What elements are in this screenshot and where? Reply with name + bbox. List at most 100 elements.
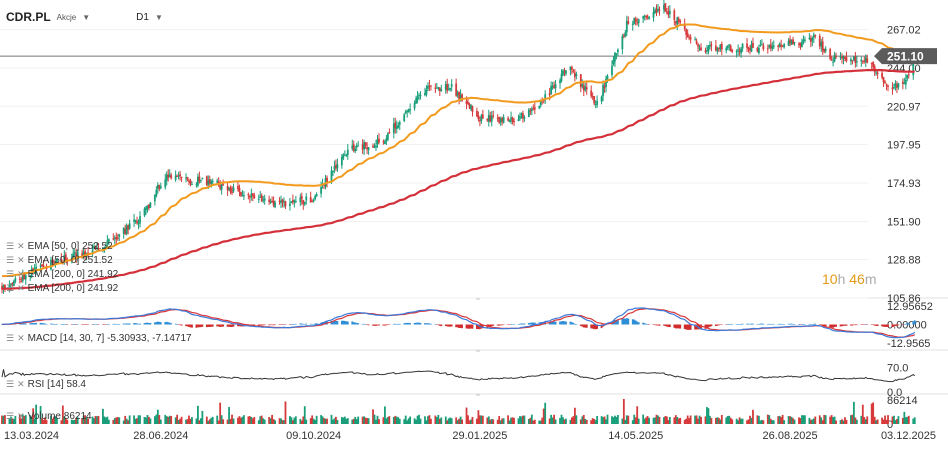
macd-histogram-bar xyxy=(413,322,416,325)
candle-body xyxy=(508,119,511,123)
volume-bar xyxy=(241,416,244,424)
volume-bar xyxy=(873,416,876,424)
settings-icon[interactable]: ☰ xyxy=(6,379,15,389)
macd-histogram-bar xyxy=(409,323,412,325)
volume-bar xyxy=(823,414,826,424)
macd-histogram-bar xyxy=(425,323,428,325)
candle-body xyxy=(738,51,741,53)
macd-histogram-bar xyxy=(372,324,374,326)
volume-bar xyxy=(430,418,432,424)
symbol-label[interactable]: CDR.PL xyxy=(6,10,51,24)
close-icon[interactable]: ✕ xyxy=(17,379,25,389)
candle-body xyxy=(622,35,625,37)
legend-macd[interactable]: ☰ ✕ MACD [14, 30, 7] -5.30933, -7.14717 xyxy=(6,333,192,344)
close-icon[interactable]: ✕ xyxy=(17,283,25,293)
volume-bar xyxy=(384,406,386,424)
volume-bar xyxy=(107,419,110,424)
macd-histogram-bar xyxy=(513,324,515,325)
candle-body xyxy=(854,56,857,63)
volume-bar xyxy=(416,415,419,424)
settings-icon[interactable]: ☰ xyxy=(6,241,15,251)
settings-icon[interactable]: ☰ xyxy=(6,255,15,265)
close-icon[interactable]: ✕ xyxy=(17,255,25,265)
macd-histogram-bar xyxy=(896,324,898,326)
macd-histogram-bar xyxy=(637,322,640,325)
macd-histogram-bar xyxy=(492,324,495,326)
close-icon[interactable]: ✕ xyxy=(17,411,25,421)
volume-bar xyxy=(50,415,52,424)
legend-ema200-a[interactable]: ☰ ✕ EMA [200, 0] 241.92 xyxy=(6,269,118,280)
macd-histogram-bar xyxy=(164,322,167,325)
interval-dropdown-icon[interactable]: ▼ xyxy=(154,12,163,22)
macd-histogram-bar xyxy=(332,320,334,325)
volume-bar xyxy=(243,415,245,424)
market-dropdown-icon[interactable]: ▼ xyxy=(82,12,91,22)
volume-bar xyxy=(726,416,729,424)
macd-histogram-bar xyxy=(581,324,584,327)
candle-body xyxy=(361,144,364,150)
macd-histogram-bar xyxy=(139,323,141,325)
candle-body xyxy=(548,93,551,96)
macd-histogram-bar xyxy=(575,324,578,325)
legend-ema50-a[interactable]: ☰ ✕ EMA [50, 0] 252.52 xyxy=(6,241,113,252)
candle-body xyxy=(741,43,744,49)
legend-text: MACD [14, 30, 7] -5.30933, -7.14717 xyxy=(27,333,192,344)
candle-body xyxy=(752,42,754,48)
macd-histogram-bar xyxy=(404,322,407,325)
settings-icon[interactable]: ☰ xyxy=(6,333,15,343)
close-icon[interactable]: ✕ xyxy=(17,269,25,279)
candle-body xyxy=(581,84,584,87)
candle-body xyxy=(787,40,790,46)
candle-body xyxy=(293,200,296,203)
volume-bar xyxy=(136,418,138,424)
interval-label[interactable]: D1 xyxy=(136,11,149,23)
candle-body xyxy=(529,110,532,112)
volume-bar xyxy=(428,415,431,424)
candle-body xyxy=(560,73,563,81)
macd-histogram-bar xyxy=(382,324,385,326)
volume-bar xyxy=(82,415,85,424)
volume-bar xyxy=(44,417,46,424)
volume-bar xyxy=(2,415,5,424)
macd-histogram-bar xyxy=(461,324,463,329)
macd-histogram-bar xyxy=(562,321,564,325)
volume-bar xyxy=(481,415,484,424)
volume-bar xyxy=(216,415,219,424)
legend-volume[interactable]: ☰ ✕ Volume 86214 xyxy=(6,411,92,422)
volume-bar xyxy=(23,415,26,424)
candle-body xyxy=(191,184,193,186)
volume-bar xyxy=(658,416,661,424)
volume-bar xyxy=(455,417,458,424)
macd-histogram-bar xyxy=(378,324,380,326)
macd-histogram-bar xyxy=(590,324,593,329)
candle-body xyxy=(603,86,606,88)
volume-bar xyxy=(496,419,499,424)
market-label[interactable]: Akcje xyxy=(56,12,77,22)
macd-histogram-bar xyxy=(219,324,222,327)
settings-icon[interactable]: ☰ xyxy=(6,411,15,421)
close-icon[interactable]: ✕ xyxy=(17,241,25,251)
macd-histogram-bar xyxy=(658,324,661,326)
macd-histogram-bar xyxy=(823,324,826,327)
volume-bar xyxy=(551,417,554,424)
settings-icon[interactable]: ☰ xyxy=(6,283,15,293)
legend-ema50-b[interactable]: ☰ ✕ EMA [50, 0] 251.52 xyxy=(6,255,113,266)
legend-rsi[interactable]: ☰ ✕ RSI [14] 58.4 xyxy=(6,379,86,390)
volume-bar xyxy=(210,417,213,424)
settings-icon[interactable]: ☰ xyxy=(6,269,15,279)
volume-bar xyxy=(268,417,271,424)
macd-histogram-bar xyxy=(582,324,585,328)
volume-bar xyxy=(893,415,895,424)
volume-bar xyxy=(646,416,649,424)
macd-histogram-bar xyxy=(153,322,156,325)
candle-body xyxy=(21,274,24,282)
candle-body xyxy=(789,39,791,43)
macd-histogram-bar xyxy=(686,324,689,330)
legend-ema200-b[interactable]: ☰ ✕ EMA [200, 0] 241.92 xyxy=(6,283,118,294)
candle-body xyxy=(42,265,45,267)
volume-bar xyxy=(470,419,472,424)
volume-bar xyxy=(330,414,333,424)
close-icon[interactable]: ✕ xyxy=(17,333,25,343)
macd-histogram-bar xyxy=(533,322,536,325)
